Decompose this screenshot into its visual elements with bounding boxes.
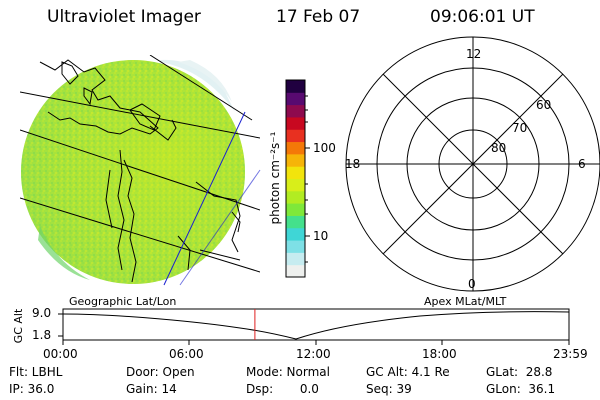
colorbar — [286, 80, 305, 278]
uv-earth-image — [21, 59, 245, 284]
colorbar-swatch — [286, 92, 305, 106]
colorbar-swatch — [286, 264, 305, 278]
timeline-frame — [62, 308, 570, 341]
timeline-left-label: Geographic Lat/Lon — [69, 295, 177, 308]
colorbar-swatch — [286, 227, 305, 241]
colorbar-swatch — [286, 240, 305, 253]
colorbar-swatch — [286, 166, 305, 179]
coastline — [61, 61, 79, 85]
geographic-overlay — [20, 55, 260, 283]
coastline — [195, 181, 241, 253]
colorbar-tick-label-10: 10 — [313, 229, 329, 243]
y-tick-label-bottom: 1.8 — [32, 328, 52, 342]
time-label: 09:06:01 UT — [430, 7, 535, 27]
latitude-line — [199, 249, 241, 261]
y-axis-label: GC Alt — [12, 308, 25, 343]
coastline — [39, 59, 159, 135]
colorbar-swatch — [286, 203, 305, 216]
coastline — [117, 149, 125, 271]
x-tick-label: 00:00 — [43, 347, 78, 361]
coastline — [129, 103, 161, 131]
latitude-line — [20, 197, 260, 273]
coastline — [105, 169, 113, 229]
x-tick-label: 18:00 — [422, 347, 457, 361]
colorbar-tick-label-100: 100 — [313, 141, 336, 155]
gain-status: Gain: 14 — [126, 382, 177, 396]
instrument-title: Ultraviolet Imager — [47, 7, 201, 27]
mode-status: Mode: Normal — [246, 365, 330, 379]
mlat-label-60: 60 — [536, 98, 552, 112]
polar-plot — [345, 36, 600, 292]
timeline-right-label: Apex MLat/MLT — [424, 295, 507, 308]
colorbar-swatch — [286, 252, 305, 266]
altitude-timeline — [58, 308, 570, 345]
altitude-curve — [62, 311, 570, 340]
terminator-line — [179, 169, 261, 286]
colorbar-swatch — [286, 153, 305, 167]
coastline — [149, 119, 177, 141]
door-status: Door: Open — [126, 365, 195, 379]
x-tick-label: 12:00 — [296, 347, 331, 361]
ip-status: IP: 36.0 — [9, 382, 55, 396]
latitude-line — [149, 55, 253, 121]
colorbar-swatch — [286, 129, 305, 143]
colorbar-swatch — [286, 215, 305, 229]
date-label: 17 Feb 07 — [276, 7, 361, 27]
mlt-label-0: 0 — [468, 277, 476, 291]
gc-alt-status: GC Alt: 4.1 Re — [366, 365, 450, 379]
seq-status: Seq: 39 — [366, 382, 412, 396]
colorbar-unit-label: photon cm⁻²s⁻¹ — [268, 131, 282, 224]
colorbar-frame — [285, 79, 306, 278]
mlat-label-70: 70 — [512, 121, 528, 135]
colorbar-swatch — [286, 190, 305, 204]
colorbar-swatch — [286, 178, 305, 192]
colorbar-swatch — [286, 104, 305, 118]
mlt-label-12: 12 — [466, 47, 482, 61]
x-tick-label: 23:59 — [553, 347, 588, 361]
y-tick-label-top: 9.0 — [32, 306, 52, 320]
terminator-line — [163, 111, 246, 286]
glon-status: GLon: 36.1 — [486, 382, 556, 396]
filter-status: Flt: LBHL — [9, 365, 63, 379]
coastline — [177, 235, 191, 271]
mlt-label-6: 6 — [578, 157, 586, 171]
latitude-line — [20, 91, 260, 139]
mlt-line — [382, 73, 564, 255]
coastline — [123, 159, 137, 283]
mlat-label-80: 80 — [491, 141, 507, 155]
glat-status: GLat: 28.8 — [486, 365, 553, 379]
x-tick-label: 06:00 — [169, 347, 204, 361]
mlt-label-18: 18 — [345, 157, 361, 171]
colorbar-swatch — [286, 80, 305, 93]
coastline — [83, 87, 93, 106]
colorbar-swatch — [286, 116, 305, 130]
colorbar-swatch — [286, 141, 305, 155]
dsp-status: Dsp: 0.0 — [246, 382, 319, 396]
coastline — [231, 211, 241, 233]
